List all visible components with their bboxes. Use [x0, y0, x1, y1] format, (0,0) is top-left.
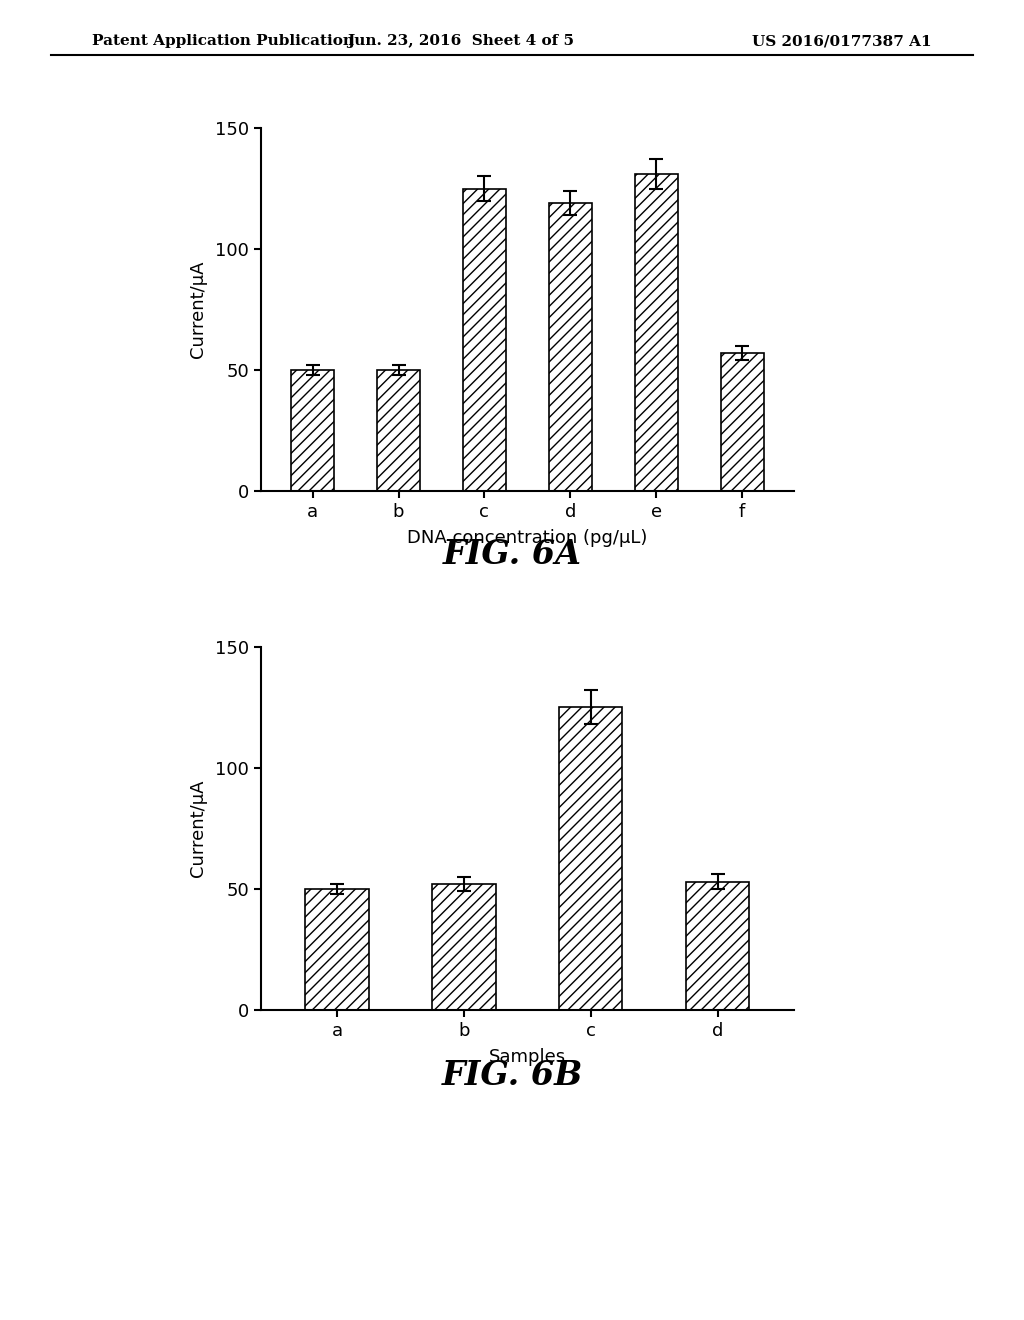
Y-axis label: Current/μA: Current/μA [188, 780, 207, 876]
Text: Jun. 23, 2016  Sheet 4 of 5: Jun. 23, 2016 Sheet 4 of 5 [347, 34, 574, 49]
Bar [635, 174, 678, 491]
Bar [463, 189, 506, 491]
Text: FIG. 6A: FIG. 6A [442, 539, 582, 572]
X-axis label: DNA concentration (pg/μL): DNA concentration (pg/μL) [408, 529, 647, 548]
Bar [305, 888, 369, 1010]
Text: Patent Application Publication: Patent Application Publication [92, 34, 354, 49]
Bar [721, 352, 764, 491]
Text: FIG. 6B: FIG. 6B [441, 1059, 583, 1093]
Bar [686, 882, 750, 1010]
Text: US 2016/0177387 A1: US 2016/0177387 A1 [753, 34, 932, 49]
Bar [291, 370, 334, 491]
Bar [377, 370, 420, 491]
Bar [549, 203, 592, 491]
Bar [432, 884, 496, 1010]
Bar [559, 708, 623, 1010]
Y-axis label: Current/μA: Current/μA [188, 261, 207, 358]
X-axis label: Samples: Samples [488, 1048, 566, 1067]
